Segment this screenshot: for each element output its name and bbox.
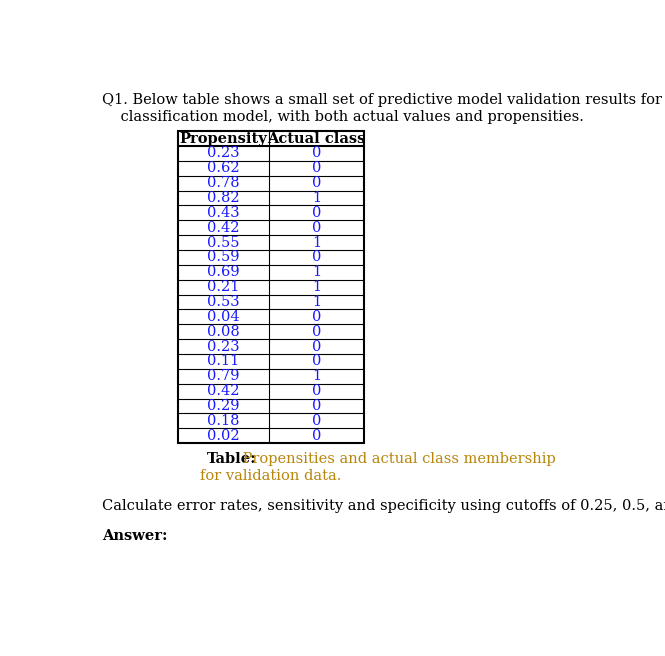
Text: 0: 0 [312, 414, 321, 428]
Text: 0.55: 0.55 [207, 236, 239, 249]
Text: 0: 0 [312, 340, 321, 354]
Text: 0.29: 0.29 [207, 399, 239, 413]
Text: Propensity: Propensity [180, 131, 267, 146]
Text: 0.53: 0.53 [207, 295, 239, 309]
Text: 0.42: 0.42 [207, 220, 239, 235]
Text: 0.08: 0.08 [207, 325, 240, 338]
Text: 0.43: 0.43 [207, 206, 239, 220]
Text: Q1. Below table shows a small set of predictive model validation results for a: Q1. Below table shows a small set of pre… [102, 92, 665, 106]
Text: 0.23: 0.23 [207, 340, 239, 354]
Text: 0.59: 0.59 [207, 251, 239, 264]
Text: Propensities and actual class membership: Propensities and actual class membership [238, 453, 556, 466]
Text: Calculate error rates, sensitivity and specificity using cutoffs of 0.25, 0.5, a: Calculate error rates, sensitivity and s… [102, 499, 665, 512]
Text: 0.18: 0.18 [207, 414, 239, 428]
Text: 0.21: 0.21 [207, 280, 239, 294]
Text: 0: 0 [312, 429, 321, 443]
Text: 0: 0 [312, 354, 321, 369]
Text: 1: 1 [312, 280, 321, 294]
Text: 0: 0 [312, 399, 321, 413]
Text: classification model, with both actual values and propensities.: classification model, with both actual v… [102, 110, 585, 123]
Text: 1: 1 [312, 236, 321, 249]
Text: 0.11: 0.11 [207, 354, 239, 369]
Text: 0.02: 0.02 [207, 429, 239, 443]
Text: 0.78: 0.78 [207, 176, 239, 190]
Text: 0.79: 0.79 [207, 369, 239, 383]
Text: 1: 1 [312, 265, 321, 279]
Text: Answer:: Answer: [102, 529, 168, 543]
Text: 0.23: 0.23 [207, 146, 239, 160]
Text: 0: 0 [312, 161, 321, 175]
Text: 0: 0 [312, 384, 321, 398]
Text: 0.04: 0.04 [207, 310, 239, 324]
Text: 0.69: 0.69 [207, 265, 239, 279]
Text: 1: 1 [312, 295, 321, 309]
Text: Table:: Table: [207, 453, 257, 466]
Text: 1: 1 [312, 191, 321, 205]
Bar [178, 131, 364, 443]
Text: 0.42: 0.42 [207, 384, 239, 398]
Text: 0: 0 [312, 176, 321, 190]
Text: 0: 0 [312, 220, 321, 235]
Text: 0.82: 0.82 [207, 191, 239, 205]
Text: Actual class: Actual class [267, 131, 366, 146]
Text: for validation data.: for validation data. [200, 469, 341, 483]
Text: 0: 0 [312, 325, 321, 338]
Text: 0: 0 [312, 206, 321, 220]
Text: 0: 0 [312, 251, 321, 264]
Text: 0: 0 [312, 146, 321, 160]
Text: 0: 0 [312, 310, 321, 324]
Text: 0.62: 0.62 [207, 161, 239, 175]
Text: 1: 1 [312, 369, 321, 383]
